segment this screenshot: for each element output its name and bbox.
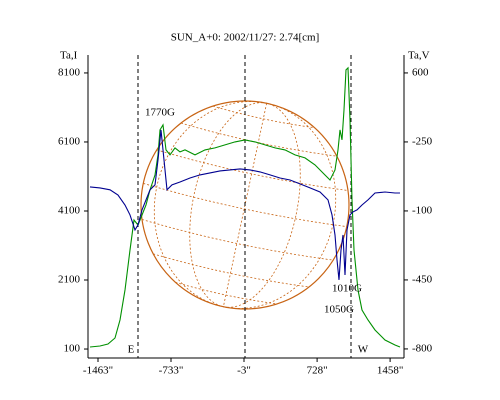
parallel — [212, 105, 315, 129]
y2-tick-label: -800 — [412, 342, 433, 354]
y2-tick-label: -100 — [412, 204, 433, 216]
series-line — [89, 129, 400, 280]
parallel — [153, 253, 310, 288]
parallel — [141, 219, 334, 261]
limb-label: W — [358, 344, 369, 356]
x-tick-label: -733" — [159, 365, 184, 377]
y-tick-label: 4100 — [58, 205, 81, 217]
annotation: 1770G — [145, 107, 175, 119]
limb-label: E — [128, 344, 135, 356]
annotation: 1050G — [324, 304, 354, 316]
chart-title: SUN_A+0: 2002/11/27: 2.74[cm] — [171, 32, 319, 44]
x-tick-label: 1458" — [377, 365, 404, 377]
x-tick-label: -1463" — [83, 365, 113, 377]
y-tick-label: 6100 — [58, 135, 81, 147]
y-tick-label: 8100 — [58, 66, 81, 78]
x-tick-label: 728" — [307, 365, 328, 377]
y-axis-label: Ta,I — [60, 50, 78, 62]
y2-tick-label: 600 — [412, 66, 429, 78]
annotation: 1010G — [332, 283, 362, 295]
y-tick-label: 100 — [64, 343, 81, 355]
parallel — [156, 149, 349, 191]
y2-tick-label: -250 — [412, 135, 433, 147]
x-tick-label: -3" — [237, 365, 251, 377]
parallel — [180, 122, 337, 157]
parallel — [175, 281, 278, 305]
parallel — [143, 182, 347, 228]
y-tick-label: 2100 — [58, 274, 81, 286]
y2-axis-label: Ta,V — [408, 50, 430, 62]
series-line — [89, 66, 401, 348]
y2-tick-label: -450 — [412, 273, 433, 285]
